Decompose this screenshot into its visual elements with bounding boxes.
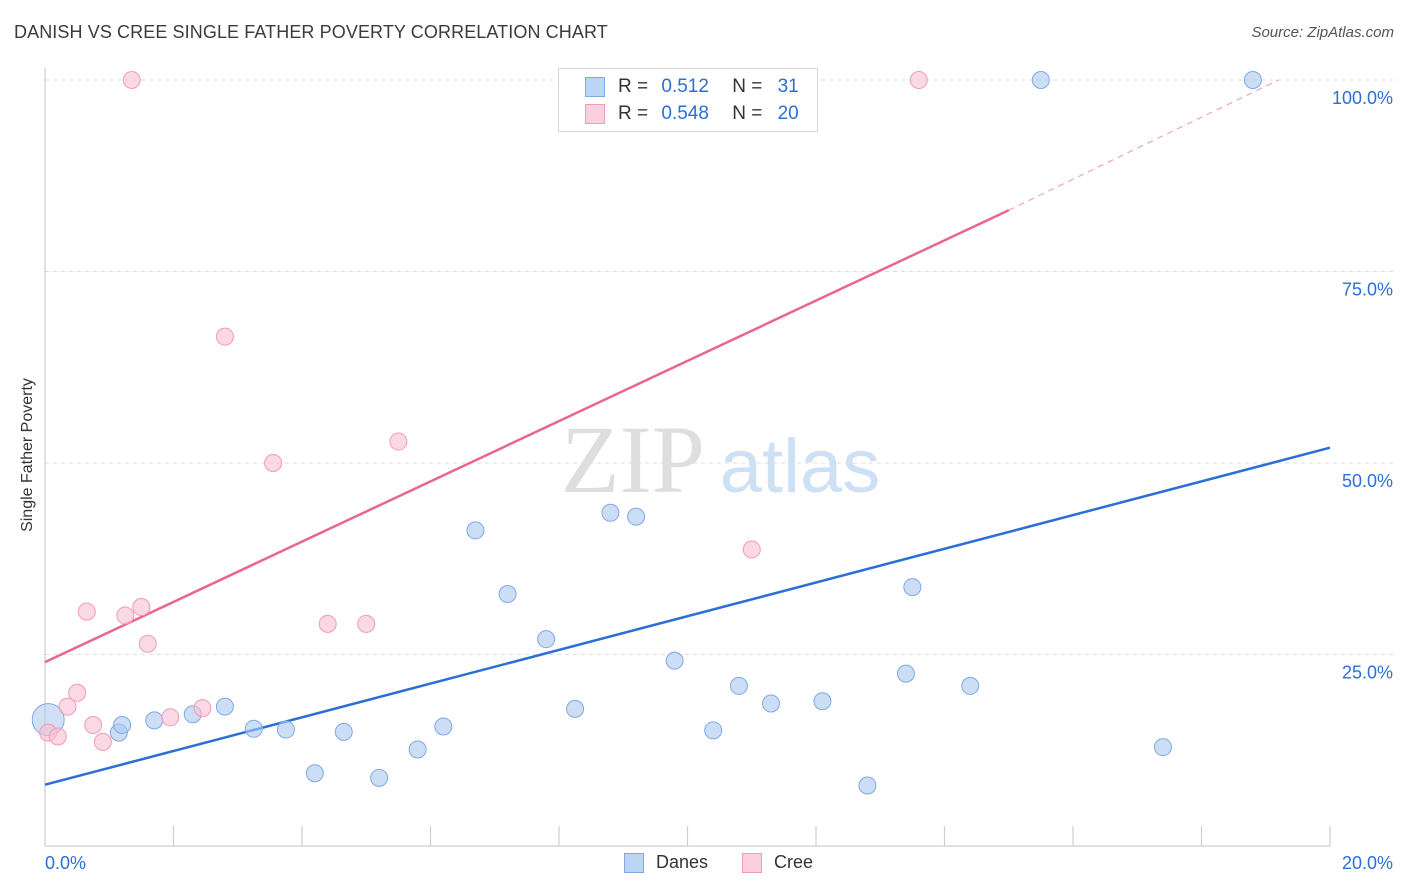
- point-danes: [498, 584, 517, 603]
- trendline-cree-extension: [1008, 79, 1279, 211]
- tick-labels: 25.0% 50.0% 75.0% 100.0% 0.0% 20.0%: [45, 88, 1393, 873]
- point-danes: [601, 503, 620, 522]
- point-danes: [113, 715, 132, 734]
- legend-swatch-danes: [624, 852, 644, 873]
- point-cree: [389, 432, 408, 451]
- trendline-cree: [44, 209, 1010, 664]
- point-danes: [244, 719, 263, 738]
- point-danes: [1031, 71, 1050, 89]
- point-danes: [215, 697, 234, 716]
- point-cree: [215, 327, 234, 346]
- y-tick-label: 100.0%: [1332, 88, 1393, 108]
- point-cree: [742, 540, 761, 559]
- point-danes: [665, 651, 684, 670]
- point-cree: [68, 683, 87, 702]
- point-danes: [896, 664, 915, 683]
- point-danes: [813, 692, 832, 711]
- data-points: [31, 71, 1262, 795]
- legend-n-label: N =: [732, 76, 763, 97]
- x-tick-label-min: 0.0%: [45, 853, 86, 873]
- point-cree: [116, 606, 135, 625]
- point-cree: [193, 699, 212, 718]
- legend-r-label: R =: [618, 103, 649, 124]
- point-danes: [961, 676, 980, 695]
- point-danes: [627, 507, 646, 526]
- legend-item-cree: Cree: [742, 852, 813, 873]
- x-tick-label-max: 20.0%: [1342, 853, 1393, 873]
- point-danes: [370, 768, 389, 787]
- watermark-zip: ZIP: [561, 406, 705, 513]
- y-tick-label: 25.0%: [1342, 663, 1393, 683]
- point-danes: [903, 578, 922, 597]
- stats-legend: R = 0.512 N = 31 R = 0.548 N = 20: [558, 68, 818, 132]
- legend-swatch-cree: [585, 104, 605, 124]
- point-cree: [122, 71, 141, 89]
- legend-n-value-danes: 31: [777, 76, 799, 97]
- point-danes: [762, 694, 781, 713]
- point-cree: [93, 732, 112, 751]
- point-danes: [466, 521, 485, 540]
- legend-r-value-danes: 0.512: [661, 76, 709, 97]
- point-danes: [729, 676, 748, 695]
- legend-r-label: R =: [618, 76, 649, 97]
- y-tick-label: 50.0%: [1342, 471, 1393, 491]
- legend-label-cree: Cree: [774, 852, 814, 872]
- point-cree: [357, 614, 376, 633]
- point-danes: [566, 699, 585, 718]
- point-danes: [145, 711, 164, 730]
- point-danes: [434, 717, 453, 736]
- point-cree: [132, 598, 151, 617]
- point-cree: [318, 614, 337, 633]
- point-cree: [77, 602, 96, 621]
- point-danes: [334, 722, 353, 741]
- point-cree: [138, 634, 157, 653]
- legend-n-label: N =: [732, 103, 763, 124]
- point-cree: [909, 71, 928, 89]
- chart-title: DANISH VS CREE SINGLE FATHER POVERTY COR…: [14, 22, 608, 42]
- point-danes: [1243, 71, 1262, 89]
- point-danes: [1153, 738, 1172, 757]
- point-danes: [276, 720, 295, 739]
- y-tick-label: 75.0%: [1342, 280, 1393, 300]
- point-cree: [48, 727, 67, 746]
- watermark-atlas: atlas: [720, 424, 881, 509]
- point-danes: [537, 630, 556, 649]
- point-cree: [161, 708, 180, 727]
- point-cree: [84, 715, 103, 734]
- legend-n-value-cree: 20: [777, 103, 799, 124]
- legend-label-danes: Danes: [656, 852, 709, 872]
- point-danes: [305, 764, 324, 783]
- legend-swatch-danes: [585, 77, 605, 97]
- point-danes: [858, 776, 877, 795]
- point-danes: [408, 740, 427, 759]
- point-cree: [58, 697, 77, 716]
- source-label: Source: ZipAtlas.com: [1251, 24, 1394, 41]
- point-cree: [264, 454, 283, 472]
- point-danes: [704, 721, 723, 740]
- legend-swatch-cree: [742, 852, 762, 873]
- legend-item-danes: Danes: [624, 852, 708, 873]
- legend-r-value-cree: 0.548: [661, 103, 709, 124]
